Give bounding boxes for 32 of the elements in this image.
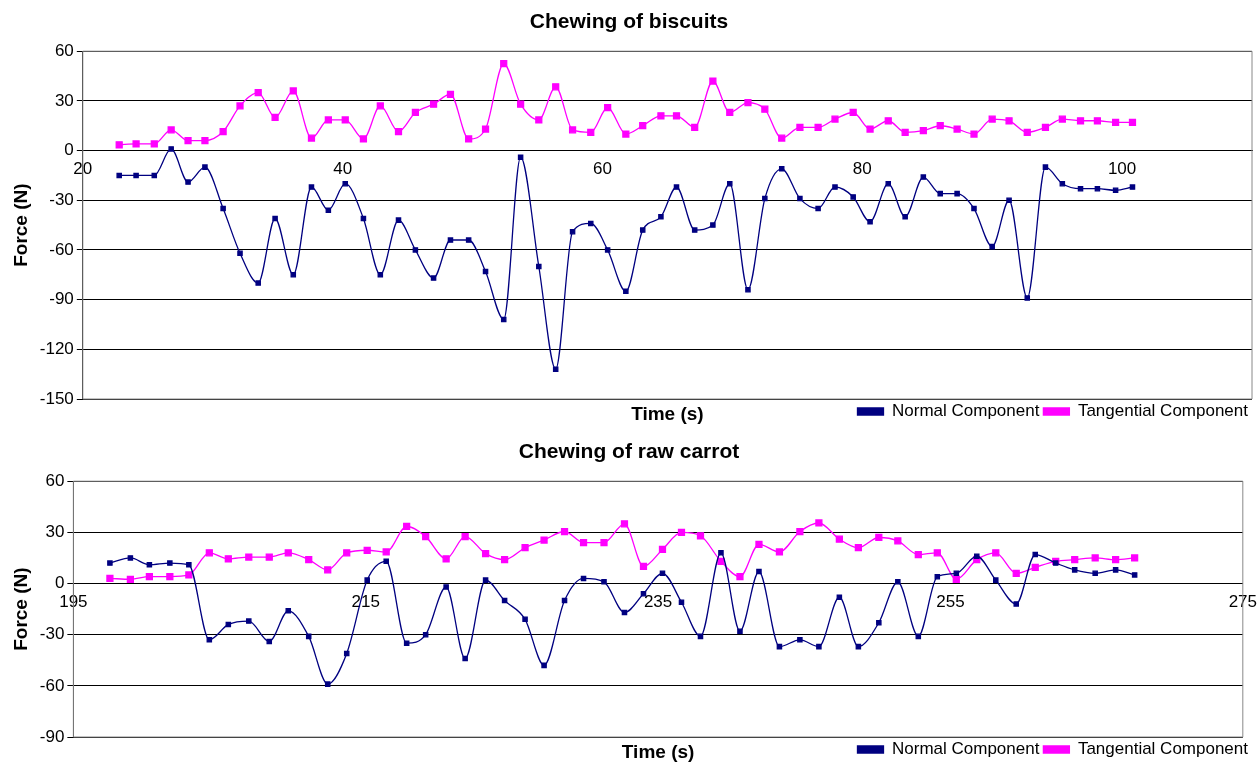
y-tick-label: -90 bbox=[49, 289, 74, 309]
legend-label: Tangential Component bbox=[1077, 401, 1249, 421]
y-tick-label: 60 bbox=[54, 40, 74, 60]
y-tick-label: 60 bbox=[45, 470, 65, 490]
y-tick-label: -150 bbox=[39, 388, 74, 408]
x-tick-label: 235 bbox=[643, 592, 673, 612]
legend-label: Normal Component bbox=[891, 739, 1040, 759]
y-tick-label: -30 bbox=[49, 189, 74, 209]
x-tick-label: 100 bbox=[1107, 159, 1137, 179]
y-axis-title: Force (N) bbox=[9, 567, 31, 651]
y-tick-label: -30 bbox=[39, 624, 65, 644]
x-tick-label: 275 bbox=[1228, 592, 1258, 612]
chart-title: Chewing of raw carrot bbox=[518, 439, 740, 463]
y-tick-label: -90 bbox=[39, 726, 65, 746]
y-tick-label: -60 bbox=[39, 675, 65, 695]
y-tick-label: 30 bbox=[54, 90, 74, 110]
y-tick-label: 0 bbox=[64, 140, 74, 160]
y-tick-label: 0 bbox=[54, 573, 65, 593]
chart-title: Chewing of biscuits bbox=[529, 9, 729, 33]
x-axis-title: Time (s) bbox=[621, 740, 695, 762]
legend-label: Tangential Component bbox=[1077, 739, 1249, 759]
x-tick-label: 195 bbox=[59, 592, 88, 612]
x-axis-title: Time (s) bbox=[631, 402, 704, 424]
x-tick-label: 60 bbox=[593, 159, 612, 179]
y-tick-label: 30 bbox=[45, 522, 65, 542]
y-axis-title: Force (N) bbox=[9, 183, 31, 267]
y-tick-label: -60 bbox=[49, 239, 74, 259]
x-tick-label: 40 bbox=[333, 159, 353, 179]
y-tick-label: -120 bbox=[39, 339, 74, 358]
legend-label: Normal Component bbox=[891, 401, 1040, 421]
x-tick-label: 80 bbox=[852, 159, 872, 179]
x-tick-label: 255 bbox=[936, 592, 965, 612]
